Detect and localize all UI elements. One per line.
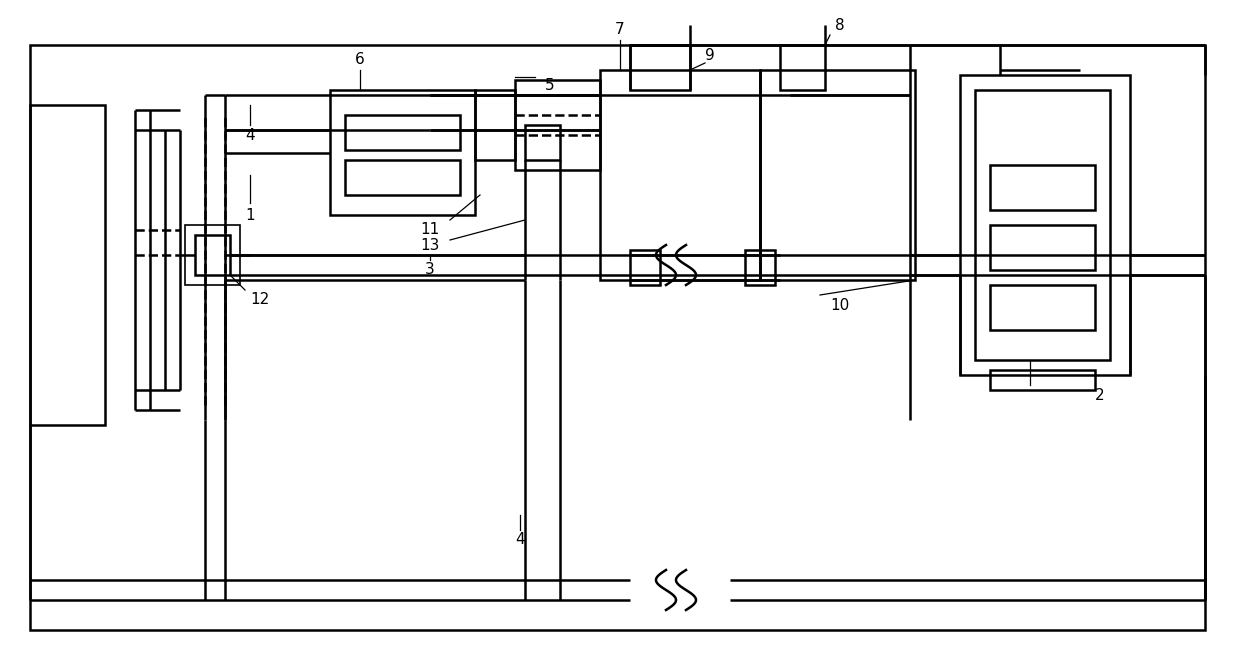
- Bar: [630, 45, 689, 90]
- Text: 11: 11: [420, 223, 440, 238]
- Text: 5: 5: [546, 77, 554, 92]
- Bar: [990, 285, 1095, 330]
- Bar: [345, 115, 460, 150]
- Bar: [330, 90, 475, 215]
- Text: 10: 10: [831, 297, 849, 312]
- Bar: [990, 165, 1095, 210]
- Text: 4: 4: [515, 533, 525, 548]
- Bar: [600, 70, 760, 280]
- Bar: [780, 45, 825, 90]
- Text: 3: 3: [425, 263, 435, 278]
- Bar: [30, 45, 1205, 630]
- Bar: [745, 250, 775, 285]
- Text: 8: 8: [836, 18, 844, 33]
- Text: 4: 4: [246, 128, 254, 143]
- Text: 9: 9: [706, 48, 715, 62]
- Bar: [975, 90, 1110, 360]
- Bar: [960, 75, 1130, 375]
- Bar: [195, 235, 229, 275]
- Bar: [30, 105, 105, 425]
- Bar: [515, 80, 600, 170]
- Bar: [475, 90, 515, 160]
- Bar: [525, 125, 560, 160]
- Text: 1: 1: [246, 208, 254, 223]
- Bar: [760, 70, 915, 280]
- Text: 2: 2: [1095, 388, 1105, 403]
- Text: 12: 12: [250, 293, 269, 307]
- Bar: [990, 370, 1095, 390]
- Bar: [990, 225, 1095, 270]
- Text: 13: 13: [420, 238, 440, 252]
- Text: 7: 7: [615, 22, 625, 37]
- Text: 6: 6: [355, 52, 365, 67]
- Bar: [185, 225, 241, 285]
- Bar: [630, 250, 660, 285]
- Bar: [345, 160, 460, 195]
